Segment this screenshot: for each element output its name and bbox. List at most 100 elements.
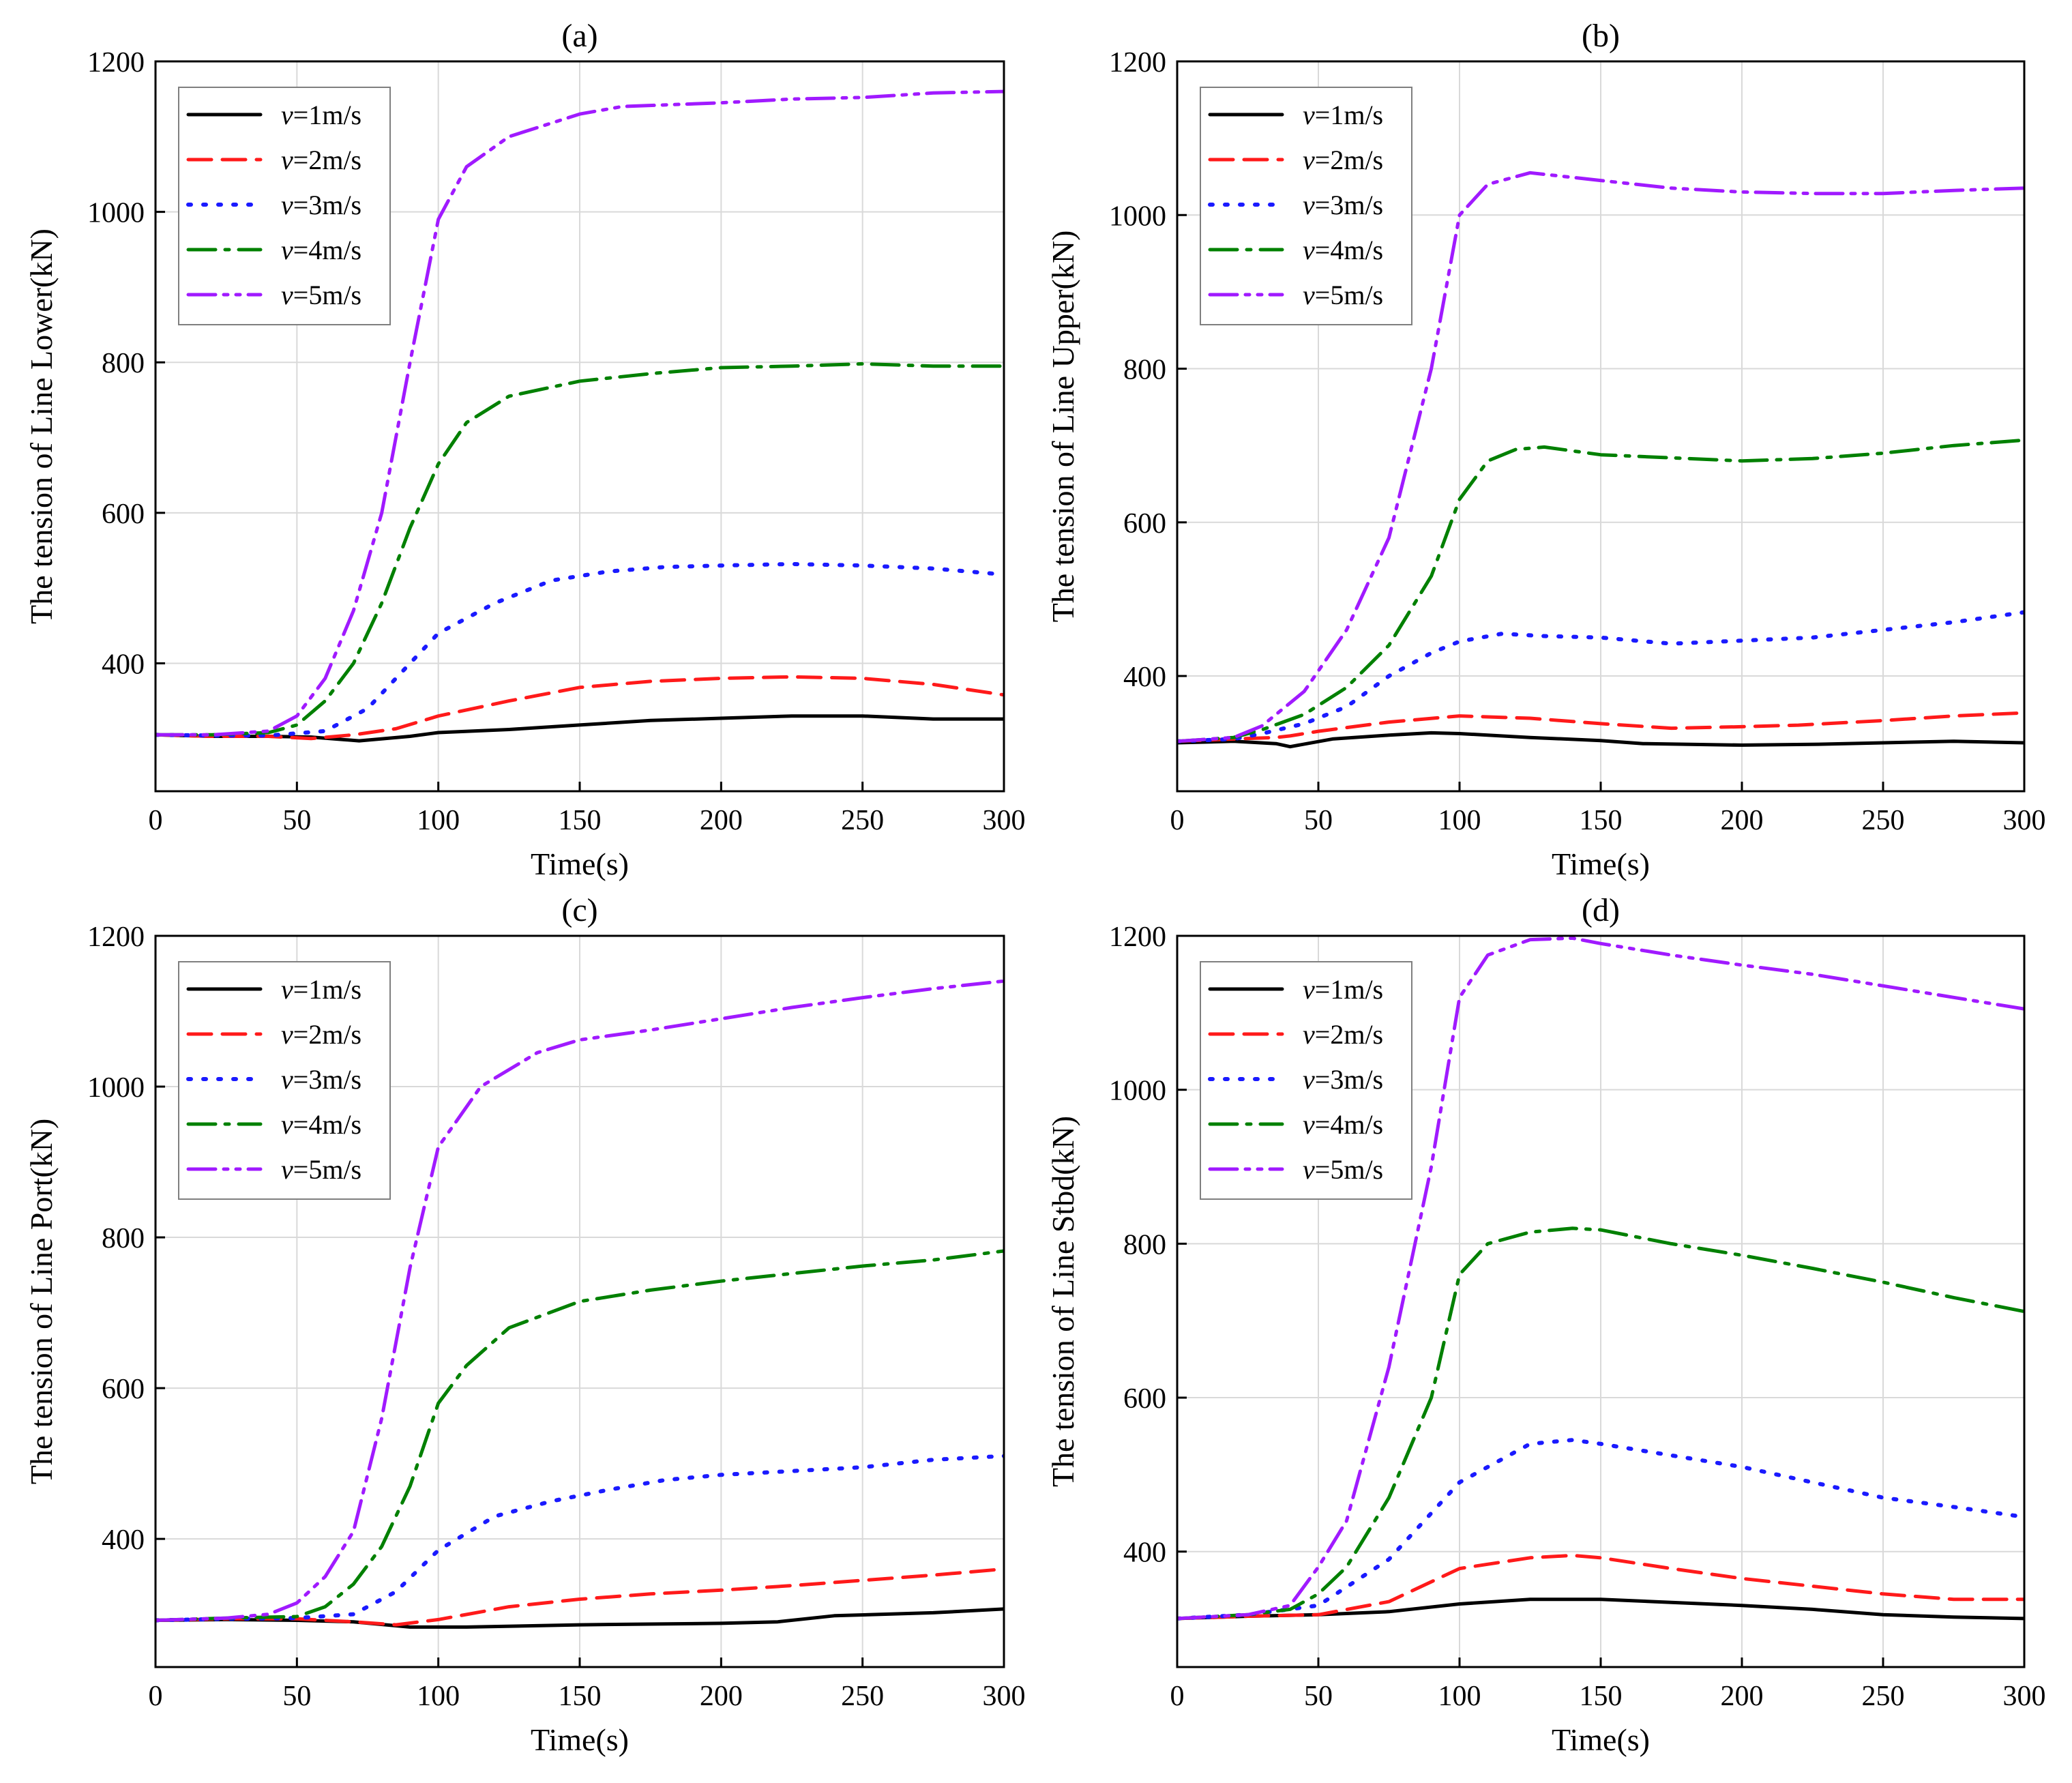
x-tick-label: 0 [1170,805,1185,836]
legend-label: =4m/s [1315,1109,1383,1140]
series-line-v5 [1177,936,2024,1621]
legend-label: =2m/s [1315,1019,1383,1050]
legend-box [1200,961,1412,1200]
legend-label: =2m/s [293,145,361,175]
series-line-v3 [1177,610,2024,743]
legend-box [178,87,391,325]
legend-entry-v1: v=1m/s [281,100,361,130]
y-tick-label: 400 [102,649,145,680]
panel-title: (a) [561,18,597,54]
legend-var: v [281,235,293,265]
x-axis-title: Time(s) [531,1722,629,1757]
legend-var: v [281,145,293,175]
x-tick-label: 100 [417,805,460,836]
legend-entry-v4: v=4m/s [281,1109,361,1140]
y-axis-title: The tension of Line Lower(kN) [24,229,59,624]
legend-var: v [1303,235,1315,265]
x-tick-label: 150 [1580,805,1623,836]
series-line-v1 [156,1607,1004,1629]
legend-label: =3m/s [1315,1064,1383,1095]
x-tick-label: 200 [700,805,743,836]
x-tick-label: 50 [1304,1681,1333,1712]
x-tick-label: 300 [983,1681,1026,1712]
legend-entry-v3: v=3m/s [1303,190,1383,220]
legend-entry-v5: v=5m/s [281,280,361,310]
y-tick-label: 800 [1123,1229,1166,1261]
chart-panel-b: 0 50 100 150 200 250 300 400 600 800 1000 1200 (b) Ti… [1046,18,2046,881]
y-tick-label: 800 [1123,355,1166,386]
y-tick-label: 1000 [1109,1076,1166,1107]
x-tick-label: 100 [417,1681,460,1712]
x-tick-label: 100 [1438,1681,1481,1712]
legend-var: v [1303,974,1315,1005]
y-tick-label: 1200 [87,47,145,78]
legend-var: v [1303,1154,1315,1185]
legend-label: =4m/s [293,1109,361,1140]
legend-label: =5m/s [1315,1154,1383,1185]
y-tick-label: 1200 [87,922,145,953]
legend-entry-v5: v=5m/s [1303,1154,1383,1185]
y-tick-label: 600 [1123,1383,1166,1415]
legend-var: v [1303,1019,1315,1050]
panel-title: (c) [561,892,597,928]
legend-var: v [1303,1109,1315,1140]
legend-label: =3m/s [293,1064,361,1095]
series-line-v3 [156,561,1004,738]
y-tick-label: 1000 [1109,201,1166,232]
legend-var: v [1303,280,1315,310]
series-line-v3 [1177,1438,2024,1621]
y-tick-label: 1200 [1109,47,1166,78]
series-line-v4 [1177,1226,2024,1621]
x-axis-title: Time(s) [1552,1722,1650,1757]
chart-panel-d: 0 50 100 150 200 250 300 400 600 800 1000 1200 (d) Ti… [1046,892,2046,1757]
x-axis-title: Time(s) [1552,846,1650,881]
legend-entry-v5: v=5m/s [281,1154,361,1185]
series-line-v2 [156,675,1004,741]
legend-entry-v1: v=1m/s [281,974,361,1005]
y-axis-title: The tension of Line Port(kN) [24,1119,59,1485]
legend-entry-v1: v=1m/s [1303,974,1383,1005]
legend-label: =4m/s [293,235,361,265]
x-tick-label: 100 [1438,805,1481,836]
legend-label: =5m/s [293,1154,361,1185]
y-tick-label: 400 [102,1524,145,1556]
series-line-v1 [1177,731,2024,749]
legend-var: v [1303,1064,1315,1095]
y-axis-title: The tension of Line Stbd(kN) [1046,1116,1080,1487]
x-tick-label: 200 [1721,805,1764,836]
series-line-v2 [1177,1553,2024,1621]
legend-label: =5m/s [293,280,361,310]
legend-var: v [1303,100,1315,130]
series-line-v2 [1177,711,2024,743]
x-tick-label: 250 [841,1681,884,1712]
legend-label: =3m/s [1315,190,1383,220]
x-tick-label: 250 [841,805,884,836]
legend-entry-v3: v=3m/s [281,1064,361,1095]
y-tick-label: 600 [102,499,145,530]
legend-entry-v2: v=2m/s [1303,1019,1383,1050]
x-tick-label: 300 [2003,1681,2046,1712]
legend-label: =2m/s [293,1019,361,1050]
x-axis-title: Time(s) [531,846,629,881]
x-tick-label: 300 [2003,805,2046,836]
legend-var: v [1303,190,1315,220]
series-line-v5 [156,89,1004,737]
chart-panel-a: 0 50 100 150 200 250 300 400 600 800 1000 1200 (a) Ti… [24,18,1026,881]
y-tick-label: 800 [102,1223,145,1254]
y-axis-title: The tension of Line Upper(kN) [1046,231,1080,623]
x-tick-label: 250 [1862,1681,1905,1712]
legend-var: v [281,100,293,130]
x-tick-label: 50 [282,805,311,836]
legend-entry-v1: v=1m/s [1303,100,1383,130]
legend-entry-v2: v=2m/s [281,1019,361,1050]
legend-entry-v4: v=4m/s [281,235,361,265]
legend-entry-v4: v=4m/s [1303,1109,1383,1140]
legend-entry-v3: v=3m/s [1303,1064,1383,1095]
y-tick-label: 400 [1123,662,1166,693]
legend-entry-v3: v=3m/s [281,190,361,220]
x-tick-label: 150 [559,1681,602,1712]
legend-label: =1m/s [293,100,361,130]
y-tick-label: 800 [102,348,145,379]
legend-entry-v2: v=2m/s [281,145,361,175]
